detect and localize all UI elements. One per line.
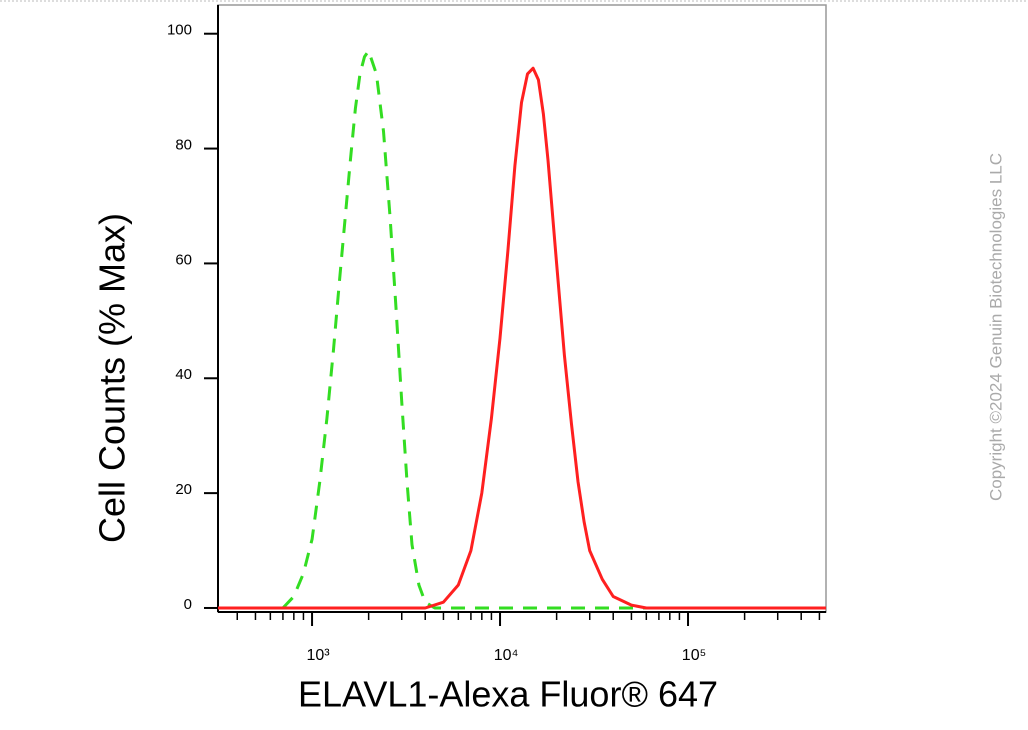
y-tick-label: 20 xyxy=(175,481,192,498)
x-tick-label: 10³ xyxy=(306,647,330,664)
x-tick-label: 10⁴ xyxy=(494,647,519,664)
histogram-line xyxy=(218,66,826,610)
x-axis-label: ELAVL1-Alexa Fluor® 647 xyxy=(298,674,718,715)
y-tick-label: 0 xyxy=(184,596,192,613)
y-tick-label: 100 xyxy=(167,22,192,39)
copyright: Copyright ©2024 Genuin Biotechnologies L… xyxy=(986,153,1005,501)
y-axis-label: Cell Counts (% Max) xyxy=(92,213,133,543)
y-tick-label: 40 xyxy=(175,366,192,383)
histogram-line xyxy=(281,49,820,610)
x-tick-label: 10⁵ xyxy=(682,647,706,664)
y-tick-label: 80 xyxy=(175,137,192,154)
y-tick-label: 60 xyxy=(175,251,192,268)
